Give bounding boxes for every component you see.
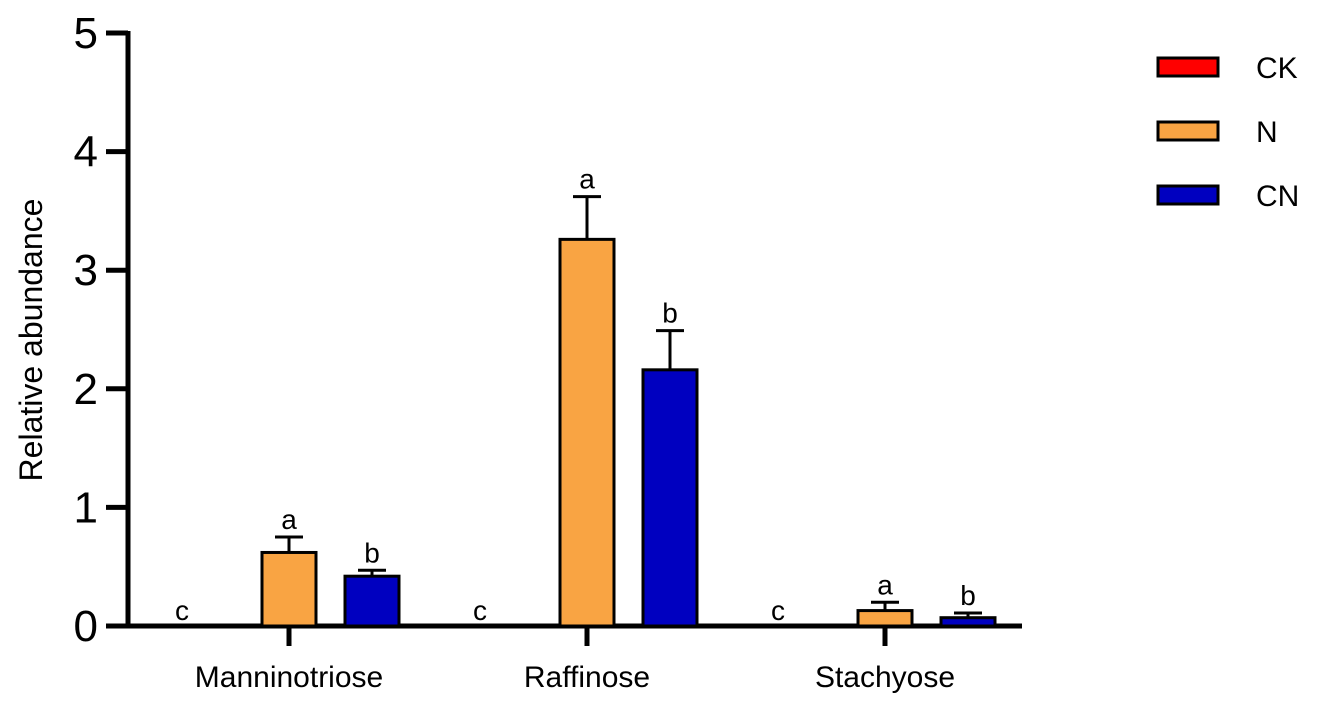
- bar: [558, 237, 616, 628]
- significance-letter: c: [175, 595, 189, 626]
- bar: [856, 609, 914, 628]
- significance-letter: b: [662, 298, 678, 329]
- significance-letter: c: [771, 595, 785, 626]
- y-tick-label: 0: [74, 602, 98, 651]
- legend-swatch: [1156, 56, 1220, 78]
- x-tick-label: Stachyose: [815, 661, 955, 694]
- legend-swatch: [1156, 184, 1220, 206]
- significance-letter: a: [281, 504, 297, 535]
- y-axis-title: Relative abundance: [13, 199, 49, 482]
- y-tick-label: 5: [74, 9, 98, 58]
- y-axis: 0 1 2 3 4 5: [74, 9, 131, 651]
- significance-letter: a: [579, 164, 595, 195]
- bar: [641, 368, 699, 628]
- x-tick-label: Manninotriose: [195, 661, 383, 694]
- bar: [260, 550, 318, 628]
- y-tick-label: 2: [74, 365, 98, 414]
- x-axis: Manninotriose Raffinose Stachyose: [126, 623, 1022, 694]
- significance-letter: a: [877, 569, 893, 600]
- legend-swatch: [1156, 120, 1220, 142]
- y-tick-label: 4: [74, 128, 98, 177]
- significance-letter: c: [473, 595, 487, 626]
- legend-label: CN: [1256, 180, 1299, 213]
- significance-letter: b: [960, 580, 976, 611]
- bar: [343, 574, 401, 628]
- x-tick-label: Raffinose: [524, 661, 650, 694]
- y-tick-label: 1: [74, 483, 98, 532]
- legend-label: N: [1256, 116, 1278, 149]
- y-tick-label: 3: [74, 246, 98, 295]
- significance-letter: b: [364, 537, 380, 568]
- bar: [939, 616, 997, 628]
- legend: CK N CN: [1156, 52, 1299, 213]
- legend-label: CK: [1256, 52, 1298, 85]
- bars: c a b c a b c a b: [175, 164, 997, 628]
